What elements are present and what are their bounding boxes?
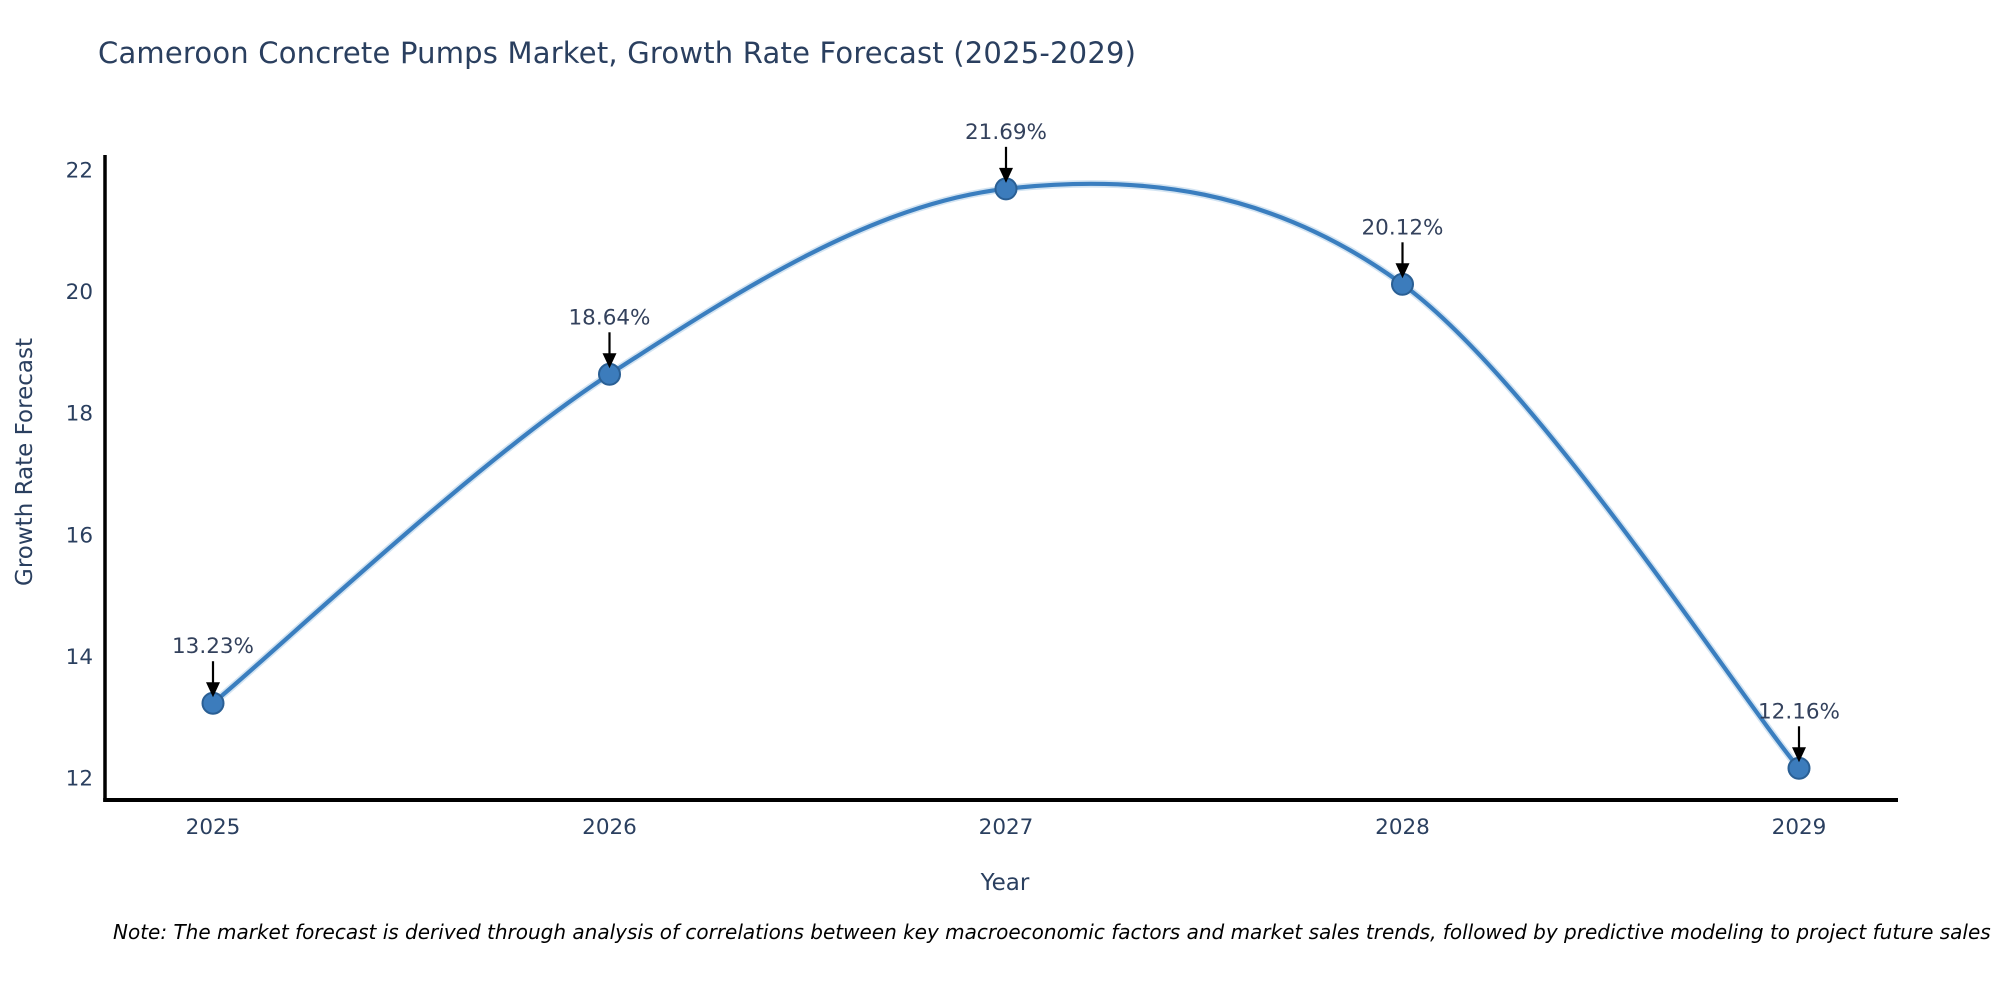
x-axis-title: Year	[980, 870, 1030, 896]
y-axis-title: Growth Rate Forecast	[12, 338, 38, 586]
x-tick-label: 2029	[1772, 815, 1827, 840]
data-markers	[201, 177, 1811, 780]
y-axis-ticks: 12 14 16 18 20 22	[66, 159, 93, 792]
line-series	[210, 180, 1802, 771]
annotation-arrowhead-icon	[1792, 747, 1806, 763]
annotation-arrowhead-icon	[999, 167, 1013, 183]
point-value-label: 13.23%	[172, 634, 254, 659]
x-tick-label: 2025	[186, 815, 241, 840]
y-tick-label: 22	[66, 159, 93, 184]
footnote: Note: The market forecast is derived thr…	[113, 920, 1991, 944]
x-tick-label: 2028	[1375, 815, 1430, 840]
point-value-label: 18.64%	[569, 305, 651, 330]
y-tick-label: 16	[66, 523, 93, 548]
x-axis-ticks: 2025 2026 2027 2028 2029	[186, 815, 1827, 840]
point-value-label: 20.12%	[1362, 215, 1444, 240]
y-tick-label: 20	[66, 280, 93, 305]
annotation-arrowhead-icon	[602, 353, 617, 369]
y-tick-label: 14	[66, 645, 93, 670]
chart-title: Cameroon Concrete Pumps Market, Growth R…	[98, 36, 1137, 70]
x-tick-label: 2027	[979, 815, 1034, 840]
point-annotations: 13.23% 18.64% 21.69% 20.12% 12.16%	[172, 120, 1840, 763]
y-tick-label: 18	[66, 402, 93, 427]
line-halo	[210, 180, 1802, 771]
y-tick-label: 12	[66, 767, 93, 792]
line-path	[210, 181, 1802, 771]
point-value-label: 12.16%	[1758, 699, 1840, 724]
annotation-arrowhead-icon	[1395, 263, 1410, 279]
point-value-label: 21.69%	[965, 120, 1047, 145]
x-tick-label: 2026	[582, 815, 637, 840]
annotation-arrowhead-icon	[206, 682, 220, 698]
